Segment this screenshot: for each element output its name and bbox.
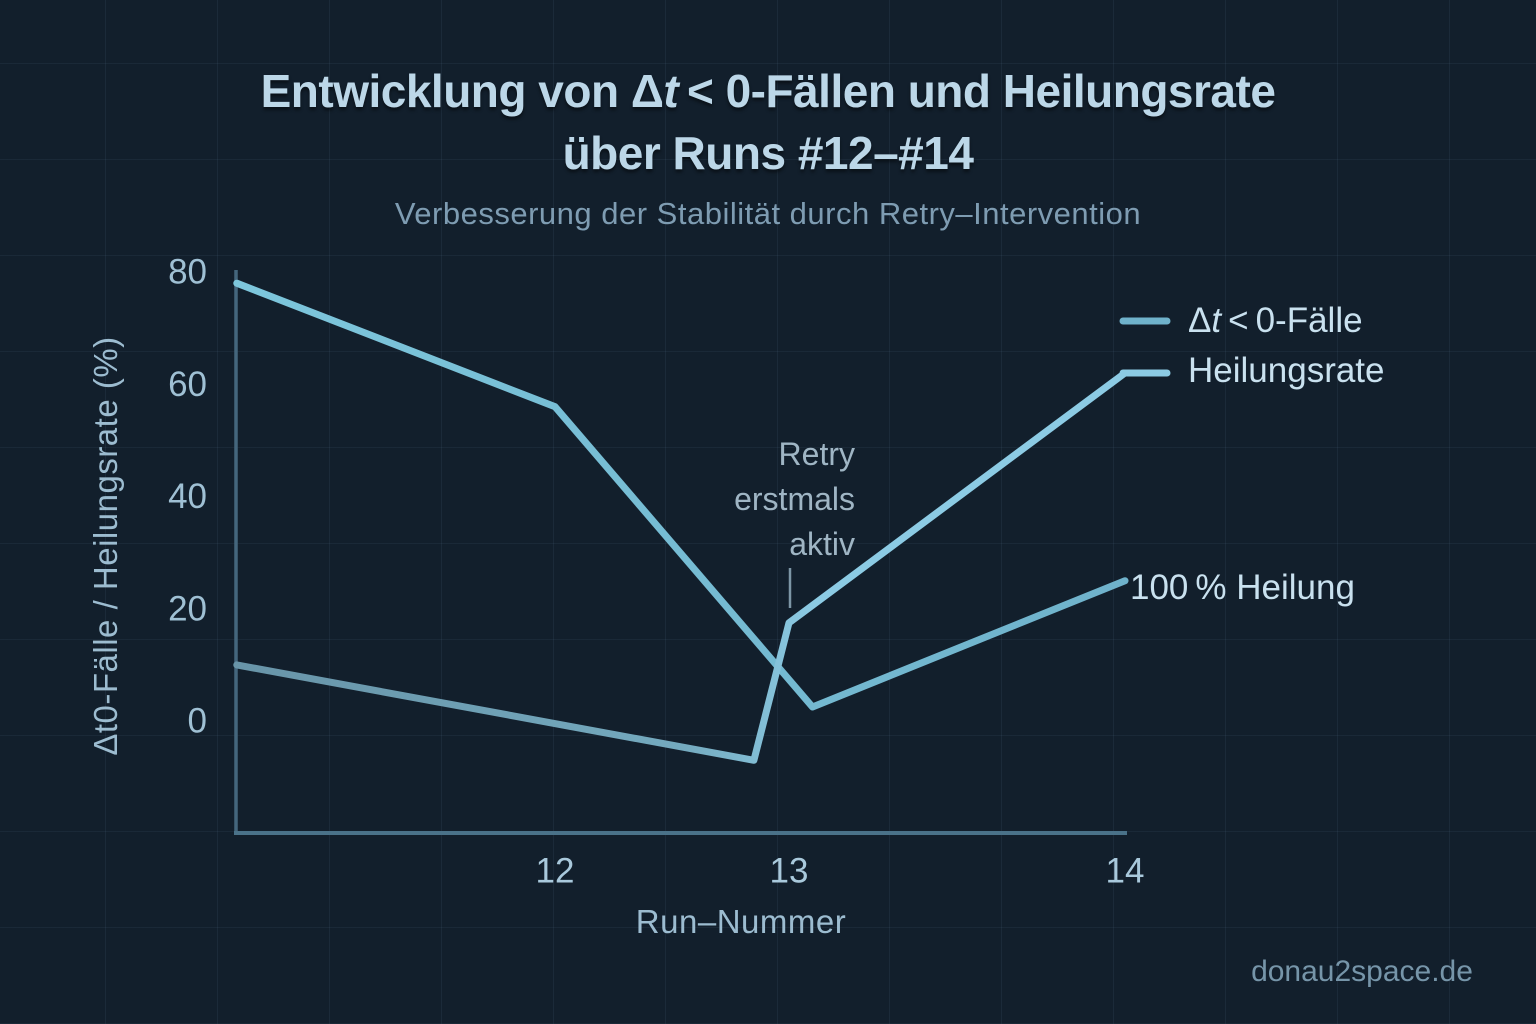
y-tick-label: 60: [168, 365, 207, 404]
legend-entry-heilungsrate: Heilungsrate: [1188, 351, 1385, 390]
y-tick-label: 80: [168, 253, 207, 292]
y-axis-label: Δt0-Fälle / Heilungsrate (%): [87, 336, 124, 756]
annotation-retry-line2: erstmals: [734, 481, 855, 517]
x-axis-label: Run–Nummer: [635, 903, 847, 940]
y-tick-label: 0: [188, 702, 207, 741]
page-title: Entwicklung von Δt < 0-Fällen und Heilun…: [0, 60, 1536, 184]
x-tick-label: 14: [1106, 852, 1145, 891]
annotation-retry-line3: aktiv: [789, 526, 855, 562]
series-line-dt-faelle: [233, 279, 1129, 711]
series-line-heilungsrate: [233, 369, 1129, 764]
y-tick-label: 40: [168, 477, 207, 516]
title-line-2: über Runs #12–#14: [562, 127, 974, 179]
x-tick-label: 13: [770, 852, 809, 891]
y-tick-label: 20: [168, 589, 207, 628]
x-tick-label: 12: [536, 852, 575, 891]
annotation-retry-line1: Retry: [778, 436, 855, 472]
watermark-donau2space: donau2space.de: [1251, 955, 1473, 988]
annotation-100-prozent-heilung: 100 % Heilung: [1130, 568, 1355, 607]
title-line-1: Entwicklung von Δt < 0-Fällen und Heilun…: [260, 65, 1276, 117]
annotation-retry-aktiv: Retry erstmals aktiv: [734, 432, 855, 567]
chart-subtitle: Verbesserung der Stabilität durch Retry–…: [394, 196, 1142, 231]
legend-entry-dt-faelle: Δt < 0-Fälle: [1188, 301, 1363, 340]
